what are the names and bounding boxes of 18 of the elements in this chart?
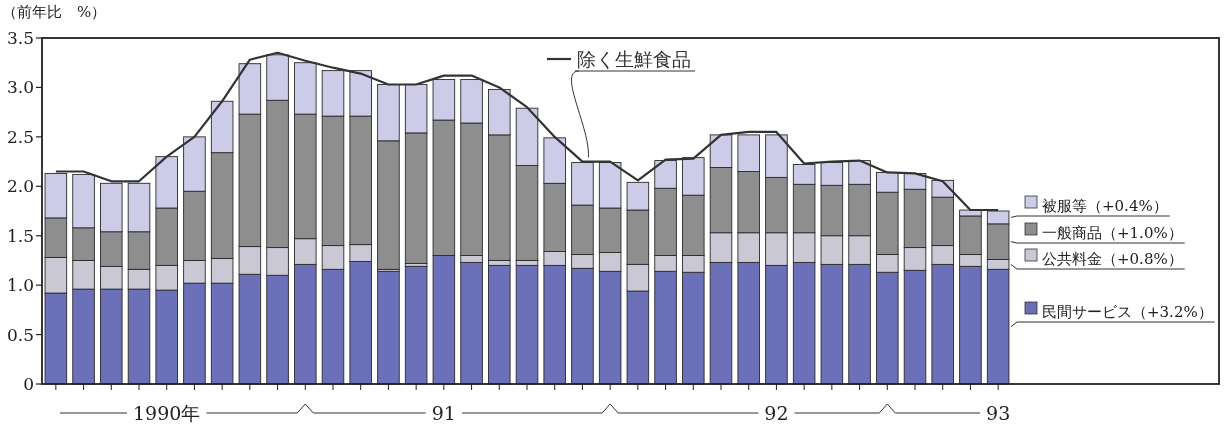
x-tick-label: 92	[764, 402, 789, 424]
line-label: 除く生鮮食品	[577, 48, 691, 70]
y-tick-label: 0.5	[6, 324, 34, 345]
y-tick-label: 2.5	[6, 126, 34, 147]
x-tick-label: 93	[986, 402, 1011, 424]
y-tick-label: 2.0	[6, 176, 34, 197]
legend-label: 民間サービス（+3.2%）	[1042, 303, 1213, 321]
y-tick-label: 0	[23, 374, 34, 394]
y-tick-label: 3.5	[6, 28, 34, 48]
y-tick-label: 3.0	[6, 77, 34, 98]
y-tick-label: 1.5	[6, 225, 34, 246]
y-axis-title: （前年比 %）	[2, 3, 107, 21]
y-tick-label: 1.0	[6, 275, 34, 296]
legend-label: 被服等（+0.4%）	[1042, 197, 1168, 215]
legend-label: 一般商品（+1.0%）	[1042, 224, 1183, 242]
x-tick-label: 91	[431, 402, 456, 424]
legend-label: 公共料金（+0.8%）	[1042, 250, 1183, 268]
x-tick-label: 1990年	[133, 402, 201, 424]
